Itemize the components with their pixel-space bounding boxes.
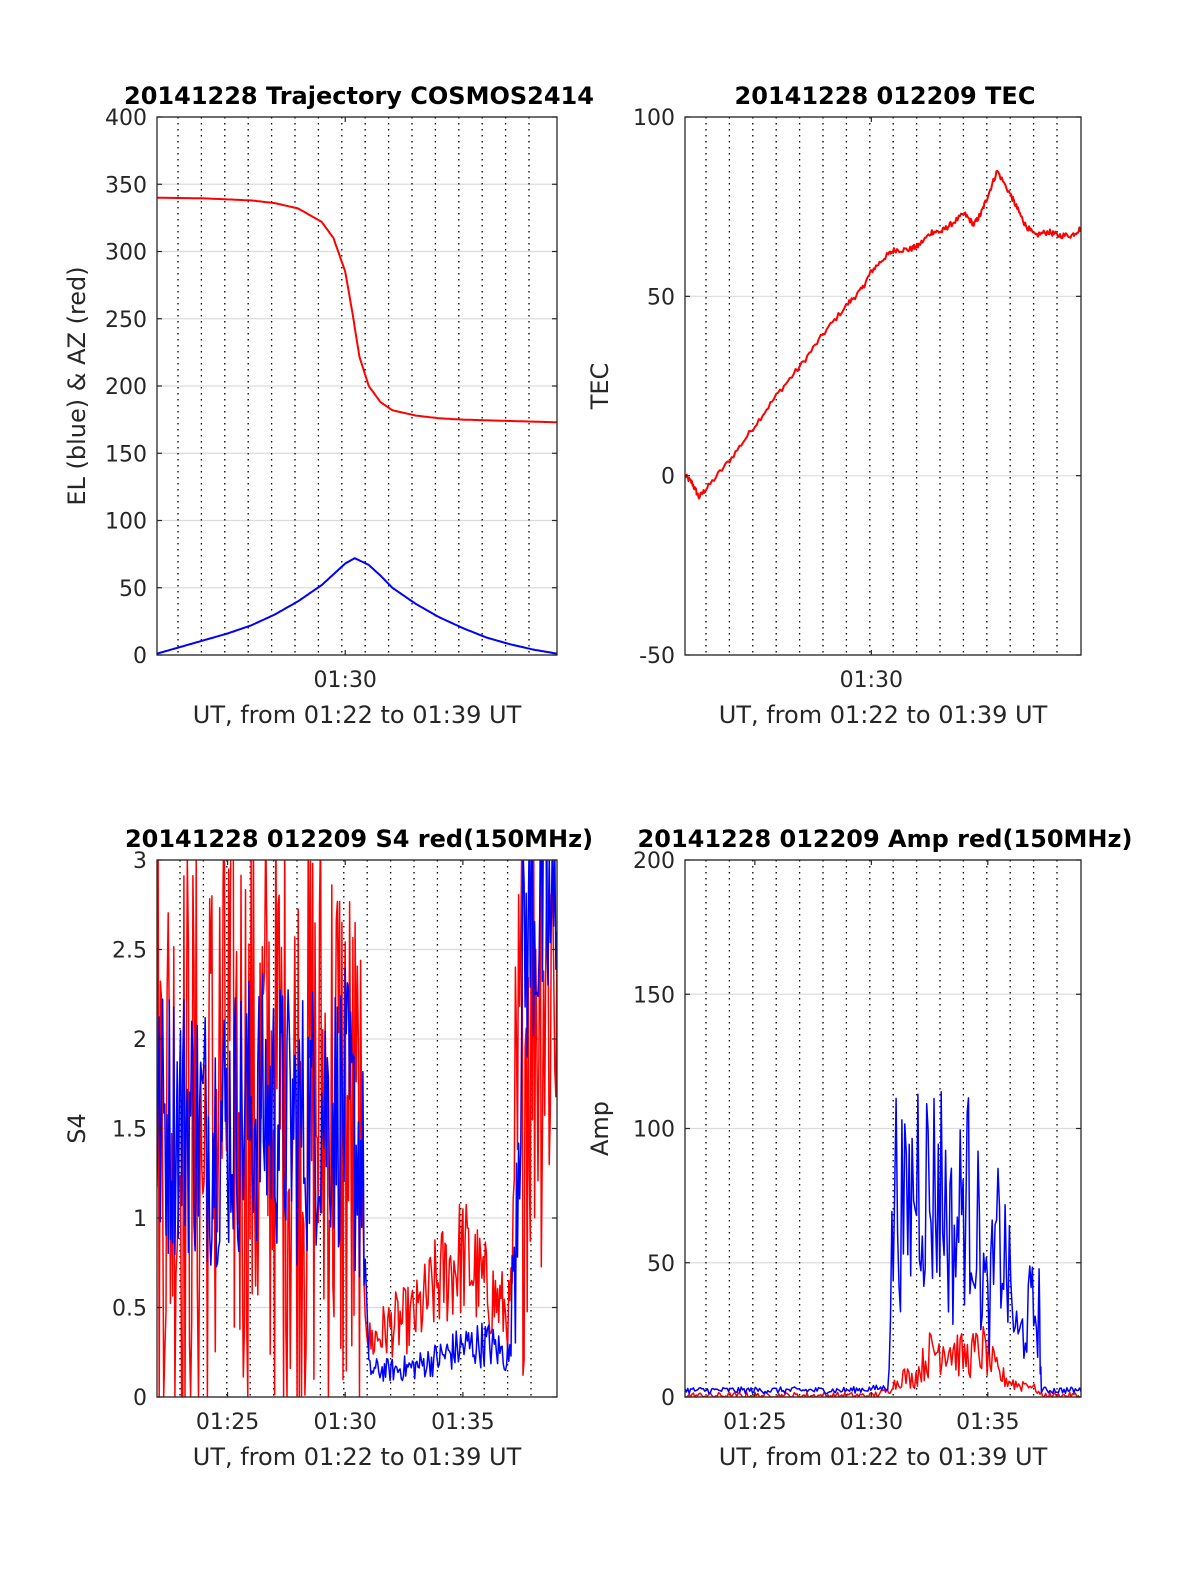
y-tick-label: 50 [647,1252,675,1277]
data-area [157,196,557,655]
chart-4: 0 50 100 150 200 01:25 01:30 01:35 20141228 0122… [586,825,1132,1471]
series-line-2 [157,860,557,1382]
y-axis-label: S4 [63,1113,91,1144]
x-tick-label: 01:25 [723,1410,786,1435]
y-tick-label: 100 [633,1118,675,1143]
x-tick-label: 01:30 [314,1410,377,1435]
data-area [157,860,557,1397]
y-tick-label: 0 [133,644,147,669]
y-tick-label: 100 [105,510,147,535]
chart-1: 0 50 100 150 200 250 300 350 400 01:30 20141228 Tr… [63,82,594,729]
y-tick-label: 1 [133,1207,147,1232]
series-line-1 [157,196,557,424]
chart-title: 20141228 012209 Amp red(150MHz) [638,825,1133,853]
y-axis-label: Amp [586,1101,614,1156]
x-axis-label: UT, from 01:22 to 01:39 UT [719,1443,1048,1471]
series-line-1 [685,1325,1081,1397]
x-tick-label: 01:35 [956,1410,1019,1435]
chart-2: -50 0 50 100 01:30 20141228 012209 TEC UT, fro… [586,82,1082,729]
y-tick-label: 0.5 [112,1297,147,1322]
x-axis-label: UT, from 01:22 to 01:39 UT [193,701,522,729]
plot-frame [684,116,1082,656]
series-line-2 [157,557,557,655]
series-line-1 [157,860,557,1397]
y-tick-label: 250 [105,308,147,333]
y-tick-label: 2.5 [112,939,147,964]
x-tick-label: 01:30 [314,668,377,693]
x-tick-label: 01:30 [840,668,903,693]
y-tick-label: 400 [105,106,147,131]
y-tick-label: 0 [661,1386,675,1411]
y-tick-label: 0 [133,1386,147,1411]
y-tick-label: 3 [133,849,147,874]
series-line-1 [685,169,1081,500]
chart-3: 0 0.5 1 1.5 2 2.5 3 01:25 01:30 01:35 20141228 012… [63,825,593,1471]
x-axis-label: UT, from 01:22 to 01:39 UT [719,701,1048,729]
data-area [685,169,1081,500]
x-axis-label: UT, from 01:22 to 01:39 UT [193,1443,522,1471]
y-tick-label: 50 [647,285,675,310]
x-tick-label: 01:35 [431,1410,494,1435]
y-tick-label: 150 [105,442,147,467]
y-axis-label: TEC [586,363,614,411]
y-tick-label: 2 [133,1028,147,1053]
y-tick-label: 200 [105,375,147,400]
y-tick-label: 0 [661,465,675,490]
y-tick-label: 100 [633,106,675,131]
y-tick-label: 200 [633,849,675,874]
y-tick-label: 150 [633,983,675,1008]
y-tick-label: -50 [639,644,675,669]
chart-title: 20141228 012209 S4 red(150MHz) [125,825,593,853]
data-area [685,1091,1081,1397]
y-tick-label: 50 [119,577,147,602]
y-tick-label: 300 [105,241,147,266]
y-tick-label: 1.5 [112,1118,147,1143]
x-tick-label: 01:30 [840,1410,903,1435]
x-tick-label: 01:25 [196,1410,259,1435]
y-axis-label: EL (blue) & AZ (red) [63,266,91,505]
chart-title: 20141228 Trajectory COSMOS2414 [124,82,594,110]
y-tick-label: 350 [105,173,147,198]
series-line-2 [685,1091,1081,1395]
chart-title: 20141228 012209 TEC [735,82,1036,110]
